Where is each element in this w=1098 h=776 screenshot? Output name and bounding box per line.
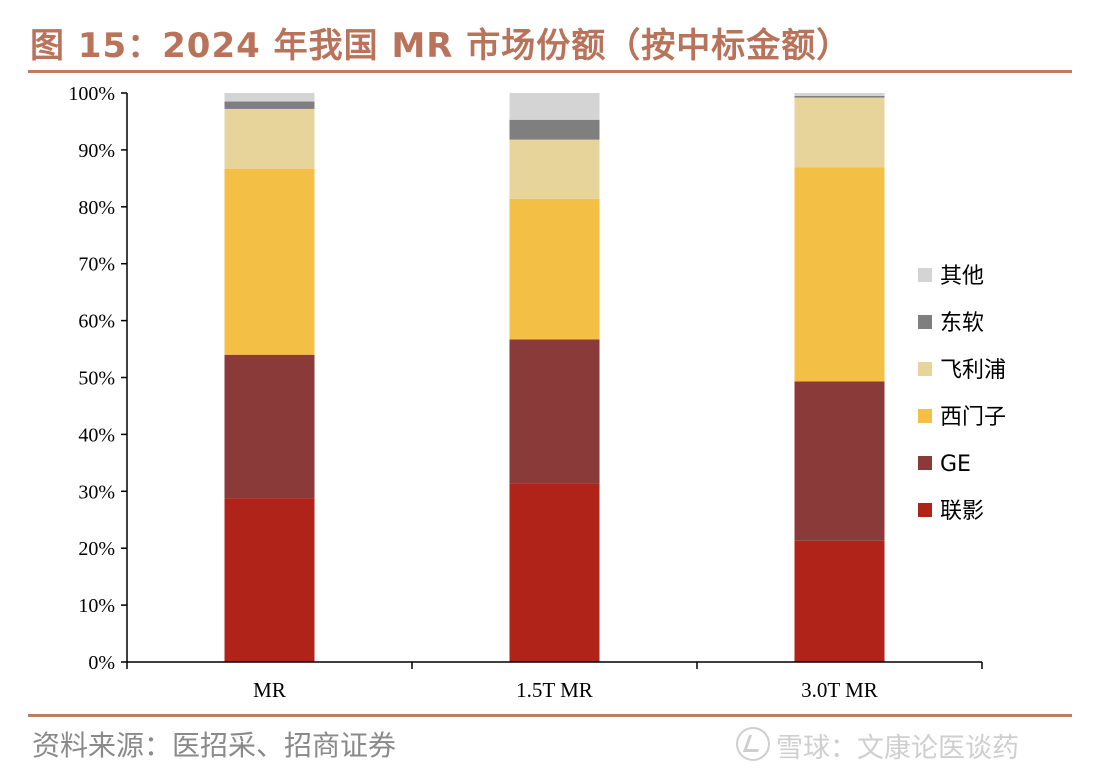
bar-segment <box>224 168 315 355</box>
bar-segment <box>224 498 315 662</box>
legend-label: 联影 <box>940 499 984 524</box>
legend-swatch <box>918 268 932 282</box>
title-rule <box>28 70 1072 73</box>
legend-swatch <box>918 362 932 376</box>
legend-swatch <box>918 409 932 423</box>
y-tick-label: 60% <box>78 311 115 333</box>
legend-swatch <box>918 503 932 517</box>
legend-label: 东软 <box>940 311 984 336</box>
bar-segment <box>509 93 600 120</box>
y-axis: 0% 10% 20% 30% 40% 50% 60% 70% 80% 90% 100% <box>68 83 128 674</box>
watermark: 雪球：文康论医谈药 <box>736 726 1019 765</box>
y-tick-label: 90% <box>78 140 115 162</box>
y-tick-label: 40% <box>78 424 115 446</box>
snowball-logo-icon <box>736 727 770 761</box>
y-tick-label: 100% <box>68 83 115 105</box>
bar-segment <box>794 540 885 662</box>
source-note: 资料来源：医招采、招商证券 <box>32 729 397 762</box>
x-category-label: 3.0T MR <box>801 678 878 702</box>
bar-segment <box>509 139 600 199</box>
bar-segment <box>794 167 885 382</box>
legend-swatch <box>918 315 932 329</box>
bar-segment <box>509 198 600 340</box>
y-tick-label: 10% <box>78 595 115 617</box>
chart-title: 图 15：2024 年我国 MR 市场份额（按中标金额） <box>30 26 852 66</box>
x-axis: MR 1.5T MR 3.0T MR <box>126 661 983 702</box>
bar-segment <box>509 119 600 140</box>
bar-segment <box>794 95 885 98</box>
legend-swatch <box>918 456 932 470</box>
y-tick-label: 80% <box>78 197 115 219</box>
bar-segment <box>509 339 600 484</box>
bars <box>224 93 885 662</box>
x-category-label: MR <box>253 678 286 702</box>
legend-label: 其他 <box>940 264 984 289</box>
legend-label: GE <box>940 452 971 477</box>
bar-segment <box>224 101 315 109</box>
x-category-label: 1.5T MR <box>516 678 593 702</box>
y-tick-label: 0% <box>88 652 115 674</box>
y-tick-label: 70% <box>78 254 115 276</box>
bar-segment <box>794 381 885 541</box>
legend-label: 西门子 <box>940 405 1006 430</box>
legend-label: 飞利浦 <box>940 358 1006 383</box>
bar-segment <box>509 483 600 662</box>
bar-segment <box>794 93 885 96</box>
bar-segment <box>224 93 315 102</box>
bar-segment <box>224 354 315 499</box>
bar-segment <box>224 108 315 169</box>
y-tick-label: 30% <box>78 481 115 503</box>
source-rule <box>28 714 1072 717</box>
y-tick-label: 50% <box>78 368 115 390</box>
watermark-text: 雪球：文康论医谈药 <box>776 733 1019 764</box>
y-tick-label: 20% <box>78 538 115 560</box>
bar-segment <box>794 97 885 168</box>
